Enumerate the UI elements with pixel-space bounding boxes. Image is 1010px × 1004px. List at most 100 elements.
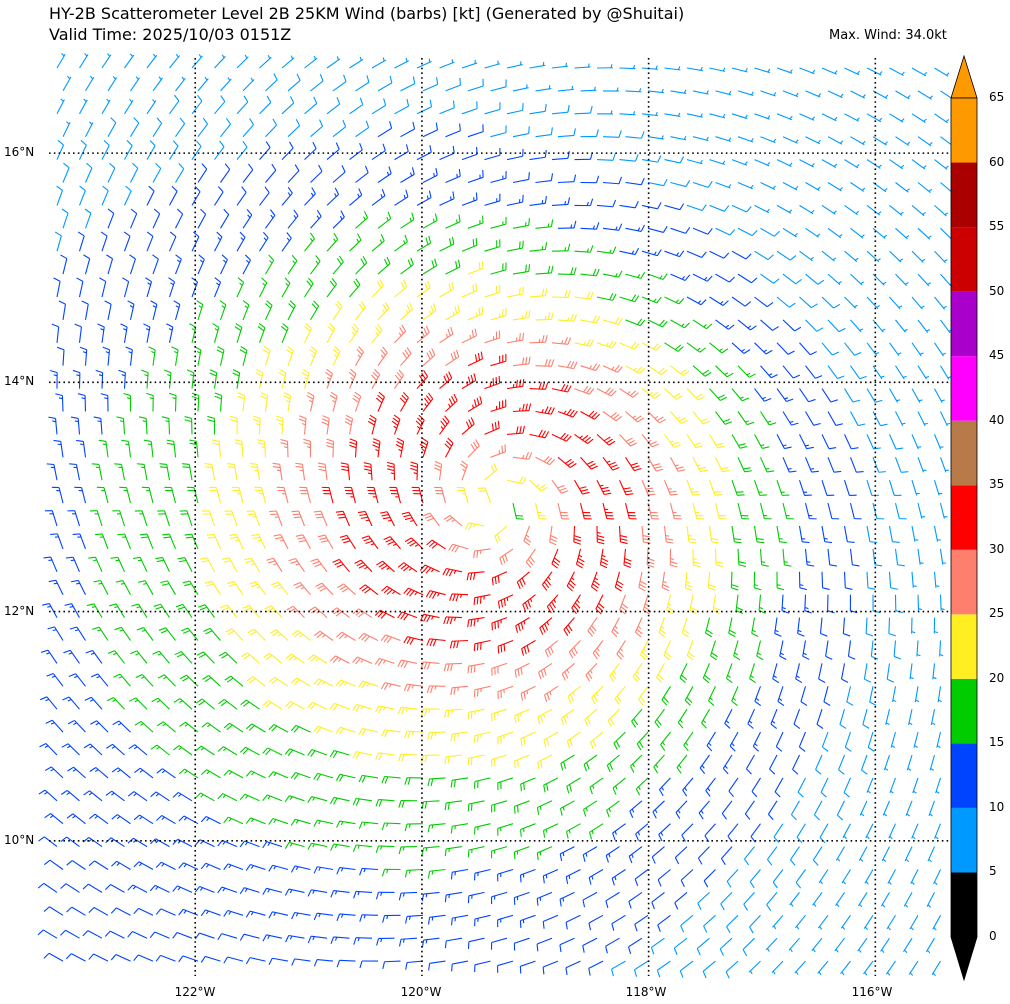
wind-barb bbox=[204, 580, 221, 595]
wind-barb bbox=[242, 300, 250, 321]
wind-barb bbox=[939, 640, 944, 657]
wind-barb bbox=[625, 318, 646, 327]
wind-barb bbox=[375, 798, 395, 807]
wind-barb bbox=[490, 353, 507, 367]
wind-barb bbox=[850, 411, 866, 427]
wind-barb bbox=[641, 296, 662, 304]
wind-barb bbox=[461, 417, 475, 435]
wind-barb bbox=[281, 55, 295, 69]
wind-barb bbox=[641, 202, 662, 210]
wind-barb bbox=[278, 368, 287, 389]
wind-barb bbox=[146, 53, 158, 69]
wind-barb bbox=[332, 165, 346, 183]
wind-barb bbox=[88, 860, 109, 870]
wind-barb bbox=[191, 231, 200, 252]
wind-barb bbox=[911, 204, 926, 217]
wind-barb bbox=[107, 650, 125, 664]
wind-barb bbox=[381, 729, 401, 738]
wind-barb bbox=[872, 319, 886, 333]
wind-barb bbox=[239, 346, 248, 366]
wind-barb bbox=[83, 254, 91, 275]
wind-barb bbox=[245, 770, 266, 779]
wind-barb bbox=[933, 434, 944, 450]
wind-barb bbox=[669, 548, 678, 568]
wind-barb bbox=[916, 640, 921, 657]
wind-barb bbox=[169, 185, 178, 206]
wind-barb bbox=[204, 463, 216, 481]
wind-barb bbox=[118, 369, 126, 389]
wind-barb bbox=[506, 476, 527, 485]
wind-barb bbox=[827, 365, 845, 380]
colorbar-label: 45 bbox=[989, 348, 1005, 363]
wind-barb bbox=[911, 342, 924, 357]
wind-barb bbox=[715, 365, 734, 378]
colorbar-under-extend bbox=[950, 936, 978, 982]
wind-barb bbox=[892, 686, 897, 703]
wind-barb bbox=[209, 369, 218, 389]
wind-barb bbox=[529, 149, 547, 161]
wind-barb bbox=[288, 558, 305, 573]
wind-barb bbox=[737, 90, 754, 96]
wind-barb bbox=[702, 663, 711, 684]
wind-barb bbox=[670, 457, 686, 472]
wind-barb bbox=[872, 365, 885, 380]
wind-barb bbox=[39, 742, 58, 756]
wind-barb bbox=[744, 800, 755, 820]
wind-barb bbox=[105, 884, 125, 893]
wind-barb bbox=[849, 594, 858, 614]
wind-barb bbox=[83, 743, 103, 756]
wind-barb bbox=[850, 273, 865, 286]
wind-barb bbox=[160, 580, 176, 595]
wind-barb bbox=[281, 141, 294, 160]
wind-barb bbox=[760, 182, 776, 190]
wind-barb bbox=[284, 841, 305, 849]
wind-barb bbox=[754, 250, 774, 261]
wind-barb bbox=[355, 256, 368, 275]
wind-barb bbox=[754, 67, 771, 74]
wind-barb bbox=[467, 800, 485, 812]
wind-barb bbox=[506, 286, 524, 298]
wind-barb bbox=[427, 914, 446, 925]
wind-barb bbox=[646, 548, 655, 568]
wind-barb bbox=[779, 640, 787, 661]
wind-barb bbox=[825, 640, 833, 660]
wind-barb bbox=[894, 594, 903, 614]
wind-barb bbox=[239, 746, 260, 756]
wind-barb bbox=[224, 510, 238, 527]
wind-barb bbox=[242, 209, 253, 229]
wind-barb bbox=[313, 678, 334, 687]
wind-barb bbox=[805, 319, 824, 332]
wind-barb bbox=[439, 281, 454, 298]
wind-barb bbox=[62, 121, 71, 137]
wind-barb bbox=[467, 617, 485, 628]
wind-barb bbox=[697, 891, 710, 911]
wind-barb bbox=[911, 617, 916, 634]
wind-barb bbox=[161, 416, 171, 435]
wind-barb bbox=[872, 227, 888, 239]
wind-barb bbox=[490, 216, 507, 229]
wind-barb bbox=[38, 789, 58, 802]
wind-barb bbox=[60, 883, 80, 893]
wind-barb bbox=[542, 868, 559, 884]
wind-barb bbox=[514, 754, 530, 769]
wind-barb bbox=[909, 915, 919, 931]
wind-barb bbox=[376, 937, 395, 946]
wind-barb bbox=[885, 960, 896, 976]
wind-barb bbox=[782, 502, 795, 520]
wind-barb bbox=[911, 250, 926, 263]
wind-barb bbox=[596, 525, 605, 545]
wind-barb bbox=[754, 204, 770, 214]
wind-barb bbox=[592, 640, 604, 660]
wind-barb bbox=[398, 753, 418, 762]
wind-barb bbox=[849, 548, 860, 567]
wind-barb bbox=[580, 456, 599, 470]
wind-barb bbox=[866, 571, 876, 590]
wind-barb bbox=[262, 345, 271, 366]
wind-barb bbox=[490, 444, 507, 458]
wind-barb bbox=[130, 76, 140, 92]
wind-barb bbox=[705, 777, 716, 797]
wind-barb bbox=[557, 502, 570, 520]
wind-barb bbox=[117, 533, 132, 550]
wind-barb bbox=[660, 731, 671, 751]
wind-barb bbox=[720, 892, 733, 911]
